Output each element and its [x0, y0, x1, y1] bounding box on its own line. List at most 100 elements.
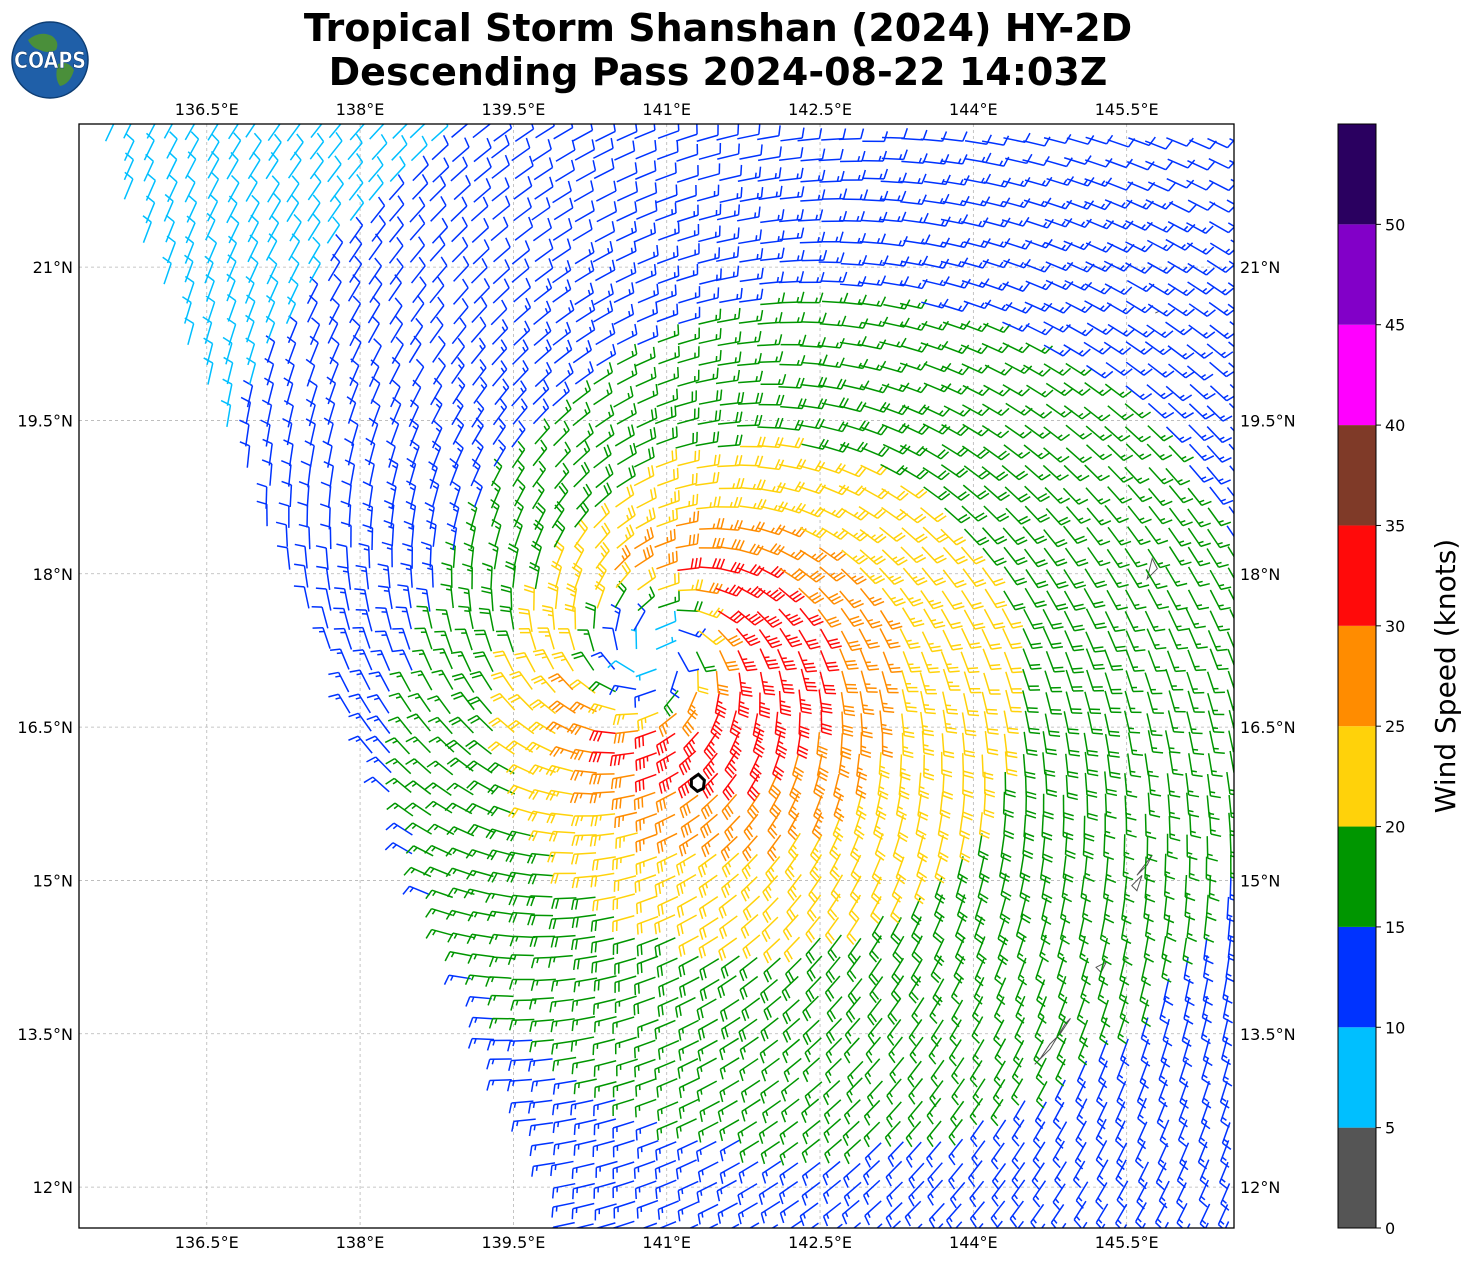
barb-half-feather: [681, 1209, 684, 1215]
wind-barb: [926, 1120, 942, 1148]
barb-half-feather: [578, 981, 581, 987]
wind-barb: [916, 1223, 923, 1228]
wind-barb: [843, 1162, 861, 1188]
barb-half-feather: [846, 1151, 851, 1157]
barb-feather: [508, 1060, 512, 1071]
barb-half-feather: [699, 1149, 702, 1155]
wind-barb: [655, 1179, 677, 1200]
barb-half-feather: [1077, 1136, 1083, 1142]
barb-feather: [891, 670, 902, 674]
barb-half-feather: [1116, 1136, 1122, 1141]
wind-barb: [697, 1161, 719, 1183]
barb-half-feather: [994, 1094, 1000, 1100]
barb-feather: [779, 1212, 785, 1224]
plot-title: Tropical Storm Shanshan (2024) HY-2D Des…: [0, 0, 1436, 94]
barb-feather: [677, 1190, 681, 1201]
wind-barb: [1075, 1120, 1087, 1149]
barb-feather: [1075, 1100, 1085, 1109]
barb-half-feather: [1034, 1239, 1037, 1243]
wind-barb: [612, 1098, 635, 1117]
barb-feather: [635, 760, 638, 771]
barb-half-feather: [491, 1059, 495, 1065]
barb-feather: [572, 1188, 575, 1200]
barb-half-feather: [1013, 1194, 1018, 1200]
barb-half-feather: [1130, 770, 1136, 773]
wind-barb: [707, 1223, 719, 1228]
barb-staff: [1082, 1221, 1088, 1228]
barb-half-feather: [658, 1027, 661, 1033]
barb-feather: [1115, 1139, 1124, 1149]
wind-barb: [927, 1179, 944, 1206]
wind-barb: [969, 1201, 986, 1228]
barb-staff: [748, 1222, 760, 1228]
barb-staff: [1204, 1222, 1209, 1228]
barb-feather: [882, 706, 894, 710]
barb-half-feather: [1057, 1136, 1062, 1142]
barb-half-feather: [1154, 643, 1160, 647]
barb-feather: [950, 1118, 958, 1128]
wind-barb: [1095, 1140, 1108, 1168]
barb-staff: [978, 1223, 984, 1228]
wind-barb: [1054, 1079, 1066, 1108]
barb-half-feather: [661, 820, 665, 826]
barb-feather: [1193, 752, 1205, 756]
barb-staff: [916, 1223, 923, 1228]
barb-feather: [908, 1178, 915, 1189]
barb-half-feather: [888, 1092, 893, 1098]
barb-half-feather: [907, 1213, 912, 1220]
wind-barb: [801, 1098, 820, 1123]
barb-half-feather: [554, 1001, 557, 1007]
barb-half-feather: [1179, 1135, 1185, 1141]
barb-half-feather: [1147, 770, 1154, 773]
barb-staff: [1224, 1221, 1230, 1228]
barb-feather: [553, 1144, 556, 1156]
barb-feather: [737, 1213, 742, 1225]
barb-feather: [863, 1115, 871, 1126]
barb-feather: [1073, 671, 1084, 674]
barb-half-feather: [1195, 643, 1202, 646]
barb-feather: [1071, 667, 1083, 670]
barb-half-feather: [377, 653, 383, 656]
barb-feather: [639, 840, 642, 852]
wind-barb: [530, 1078, 556, 1093]
barb-half-feather: [622, 754, 625, 760]
barb-half-feather: [867, 1155, 872, 1161]
barb-half-feather: [762, 681, 768, 684]
wind-barb: [1034, 1223, 1046, 1243]
barb-half-feather: [701, 1169, 704, 1176]
wind-barb: [1095, 1118, 1107, 1147]
wind-barb: [635, 1078, 657, 1097]
barb-half-feather: [740, 681, 746, 685]
barb-half-feather: [825, 1191, 830, 1197]
barb-feather: [1137, 1141, 1147, 1150]
wind-barb: [1096, 1159, 1109, 1187]
barb-feather: [970, 1138, 978, 1148]
barb-half-feather: [783, 1088, 788, 1095]
barb-feather: [1115, 1222, 1122, 1228]
barb-feather: [642, 779, 645, 790]
wind-barb: [1011, 1142, 1025, 1170]
barb-feather: [1036, 1100, 1045, 1109]
barb-half-feather: [1138, 1114, 1144, 1119]
barb-feather: [783, 1233, 786, 1243]
barb-feather: [641, 797, 644, 808]
barb-half-feather: [825, 1092, 830, 1098]
barb-feather: [991, 1197, 999, 1207]
barb-feather: [947, 666, 959, 669]
barb-feather: [1214, 751, 1225, 754]
barb-feather: [458, 605, 469, 609]
barb-half-feather: [554, 1164, 557, 1171]
barb-half-feather: [1034, 1195, 1040, 1201]
barb-half-feather: [1056, 1176, 1061, 1182]
barb-feather: [1011, 1197, 1019, 1207]
barb-half-feather: [555, 1021, 558, 1027]
barb-feather: [591, 962, 594, 974]
barb-half-feather: [929, 1175, 934, 1182]
barb-half-feather: [993, 1157, 998, 1163]
wind-barb: [862, 1179, 881, 1205]
barb-half-feather: [1054, 1156, 1060, 1161]
barb-half-feather: [1033, 1177, 1039, 1183]
barb-feather: [986, 708, 997, 711]
barb-half-feather: [865, 1172, 870, 1178]
barb-feather: [1011, 1137, 1020, 1147]
